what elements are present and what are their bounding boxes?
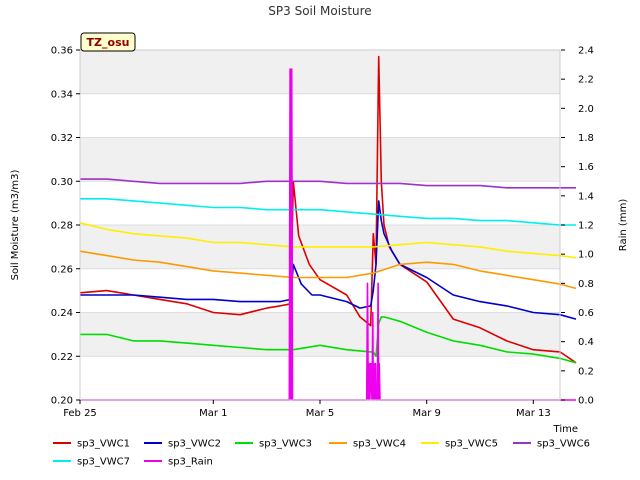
y2-tick-label: 0.4 bbox=[578, 337, 594, 348]
series-line-sp3_VWC7 bbox=[80, 198, 576, 226]
legend-label: sp3_VWC7 bbox=[77, 457, 130, 468]
chart-title: SP3 Soil Moisture bbox=[268, 4, 371, 18]
y-tick-label: 0.22 bbox=[51, 352, 73, 363]
y2-tick-label: 1.6 bbox=[578, 162, 594, 173]
y-tick-label: 0.32 bbox=[51, 133, 73, 144]
y2-tick-label: 1.2 bbox=[578, 221, 594, 232]
y2-tick-label: 0.0 bbox=[578, 396, 594, 407]
plot-background bbox=[80, 49, 560, 401]
legend-label: sp3_VWC6 bbox=[537, 439, 590, 450]
grid-band bbox=[80, 50, 560, 94]
y2-tick-label: 0.8 bbox=[578, 279, 594, 290]
grid-band bbox=[80, 137, 560, 182]
y-tick-label: 0.30 bbox=[51, 177, 73, 188]
series-layer bbox=[79, 55, 577, 401]
x-axis-label: Time bbox=[553, 424, 578, 435]
y2-tick-label: 0.2 bbox=[578, 366, 594, 377]
y2-tick-label: 2.0 bbox=[578, 104, 594, 115]
y2-tick-label: 0.6 bbox=[578, 308, 594, 319]
x-axis: Feb 25 Mar 1 Mar 5 Mar 9 Mar 13 bbox=[63, 400, 551, 419]
y-axis: 0.20 0.22 0.24 0.26 0.28 0.30 0.32 0.34 0.36 bbox=[51, 46, 80, 407]
y-axis-label: Soil Moisture (m3/m3) bbox=[10, 170, 21, 281]
x-tick-label: Mar 1 bbox=[199, 408, 227, 419]
y2-axis: 0.0 0.2 0.4 0.6 0.8 1.0 1.2 1.4 1.6 1.8 2.0 2.2 2.4 bbox=[561, 46, 594, 407]
y2-tick-label: 2.4 bbox=[578, 46, 594, 57]
y2-tick-label: 1.0 bbox=[578, 250, 594, 261]
legend-label: sp3_Rain bbox=[168, 457, 213, 468]
y2-axis-label: Rain (mm) bbox=[618, 199, 629, 252]
series-line-sp3_VWC5 bbox=[79, 222, 577, 259]
badge-label: TZ_osu bbox=[87, 36, 130, 49]
series-line-sp3_VWC2 bbox=[80, 200, 577, 320]
series-line-sp3_VWC4 bbox=[79, 250, 577, 290]
series-line-sp3_VWC1 bbox=[79, 55, 577, 364]
legend-label: sp3_VWC4 bbox=[353, 439, 406, 450]
badge: TZ_osu bbox=[80, 32, 136, 52]
legend-label: sp3_VWC3 bbox=[259, 439, 312, 450]
y-tick-label: 0.34 bbox=[51, 89, 73, 100]
legend-label: sp3_VWC5 bbox=[445, 439, 498, 450]
x-tick-label: Feb 25 bbox=[63, 408, 97, 419]
y-tick-label: 0.24 bbox=[51, 308, 73, 319]
legend-label: sp3_VWC1 bbox=[77, 439, 130, 450]
y2-tick-label: 1.8 bbox=[578, 133, 594, 144]
y-tick-label: 0.26 bbox=[51, 264, 73, 275]
grid-band bbox=[80, 312, 560, 357]
x-tick-label: Mar 5 bbox=[306, 408, 334, 419]
y-tick-label: 0.20 bbox=[51, 396, 73, 407]
legend-label: sp3_VWC2 bbox=[168, 439, 221, 450]
y2-tick-label: 1.4 bbox=[578, 191, 594, 202]
y-tick-label: 0.36 bbox=[51, 46, 73, 57]
y-tick-label: 0.28 bbox=[51, 221, 73, 232]
x-tick-label: Mar 9 bbox=[412, 408, 440, 419]
legend: sp3_VWC1 sp3_VWC2 sp3_VWC3 sp3_VWC4 sp3_VWC5… bbox=[53, 439, 590, 468]
x-tick-label: Mar 13 bbox=[516, 408, 551, 419]
series-line-sp3_VWC6 bbox=[80, 178, 576, 189]
y2-tick-label: 2.2 bbox=[578, 75, 594, 86]
